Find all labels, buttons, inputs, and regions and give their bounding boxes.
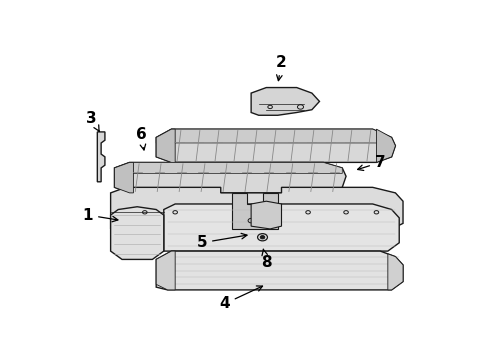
Text: 5: 5 [196, 233, 247, 250]
Text: 1: 1 [83, 208, 118, 222]
Polygon shape [388, 254, 403, 290]
Text: 6: 6 [136, 127, 147, 150]
Polygon shape [111, 207, 164, 260]
Polygon shape [111, 187, 403, 229]
Polygon shape [156, 129, 395, 162]
Polygon shape [115, 162, 133, 193]
Polygon shape [115, 162, 346, 193]
Polygon shape [156, 251, 175, 290]
Polygon shape [251, 87, 319, 115]
Polygon shape [156, 129, 175, 162]
Text: 2: 2 [276, 55, 287, 81]
Polygon shape [164, 204, 399, 251]
Polygon shape [98, 132, 105, 182]
Text: 7: 7 [358, 155, 386, 170]
Text: 3: 3 [86, 111, 99, 131]
Text: 8: 8 [261, 249, 271, 270]
Polygon shape [232, 193, 278, 229]
Polygon shape [251, 201, 281, 229]
Polygon shape [156, 251, 403, 290]
Polygon shape [156, 129, 392, 143]
Polygon shape [115, 162, 342, 174]
Text: 4: 4 [219, 286, 263, 311]
Circle shape [260, 235, 265, 239]
Polygon shape [376, 129, 395, 162]
